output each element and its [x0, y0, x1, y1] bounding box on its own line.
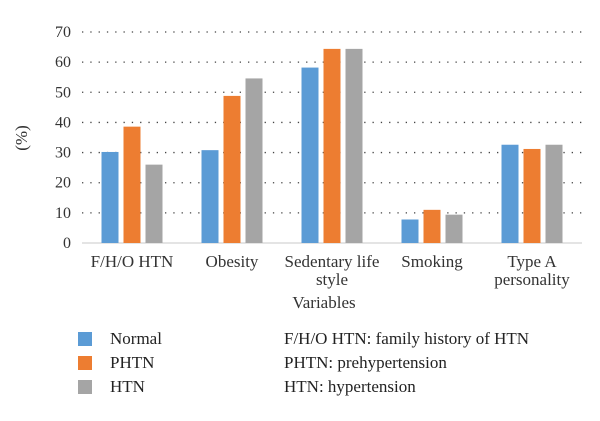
bar-normal	[301, 67, 319, 243]
bar-htn	[145, 164, 163, 243]
bar-normal	[101, 151, 119, 243]
bar-normal	[201, 150, 219, 243]
bar-phtn	[223, 95, 241, 243]
bars	[101, 48, 563, 243]
y-tick-label: 60	[55, 54, 71, 71]
note-fho-htn: F/H/O HTN: family history of HTN	[284, 329, 530, 348]
bar-phtn	[323, 48, 341, 243]
y-tick-label: 20	[55, 175, 71, 192]
category-label: personality	[494, 270, 570, 289]
bar-htn	[345, 48, 363, 243]
bar-normal	[501, 144, 519, 243]
bar-htn	[545, 144, 563, 243]
category-label: style	[316, 270, 348, 289]
y-tick-label: 40	[55, 114, 71, 131]
x-axis-title: Variables	[292, 293, 355, 312]
y-tick-label: 30	[55, 145, 71, 162]
bar-htn	[445, 214, 463, 243]
legend-swatch-htn	[78, 380, 92, 394]
bar-htn	[245, 78, 263, 243]
y-tick-label: 10	[55, 205, 71, 222]
y-tick-label: 50	[55, 84, 71, 101]
category-label: Smoking	[401, 252, 463, 271]
y-tick-label: 0	[63, 235, 71, 252]
legend-swatch-normal	[78, 332, 92, 346]
legend-item-normal: Normal	[78, 327, 278, 351]
y-axis-title: (%)	[12, 125, 31, 150]
legend: Normal PHTN HTN	[78, 327, 278, 399]
bar-phtn	[123, 126, 141, 243]
note-htn: HTN: hypertension	[284, 377, 416, 396]
bar-chart: 0 10 20 30 40 50 60 70 F/H/O HTN Obesity Sedentar…	[12, 24, 582, 312]
bar-phtn	[523, 148, 541, 243]
legend-swatch-phtn	[78, 356, 92, 370]
legend-item-htn: HTN	[78, 375, 278, 399]
legend-label-normal: Normal	[110, 329, 162, 348]
category-label: Obesity	[206, 252, 259, 271]
legend-label-htn: HTN	[110, 377, 145, 396]
category-label: Sedentary life	[285, 252, 380, 271]
bar-phtn	[423, 209, 441, 243]
abbreviation-notes: F/H/O HTN: family history of HTN PHTN: p…	[284, 327, 594, 399]
legend-item-phtn: PHTN	[78, 351, 278, 375]
legend-label-phtn: PHTN	[110, 353, 155, 372]
y-tick-label: 70	[55, 24, 71, 41]
y-tick-labels: 0 10 20 30 40 50 60 70	[55, 24, 71, 252]
note-phtn: PHTN: prehypertension	[284, 353, 447, 372]
category-label: Type A	[507, 252, 557, 271]
bar-normal	[401, 219, 419, 243]
category-label: F/H/O HTN	[91, 252, 174, 271]
